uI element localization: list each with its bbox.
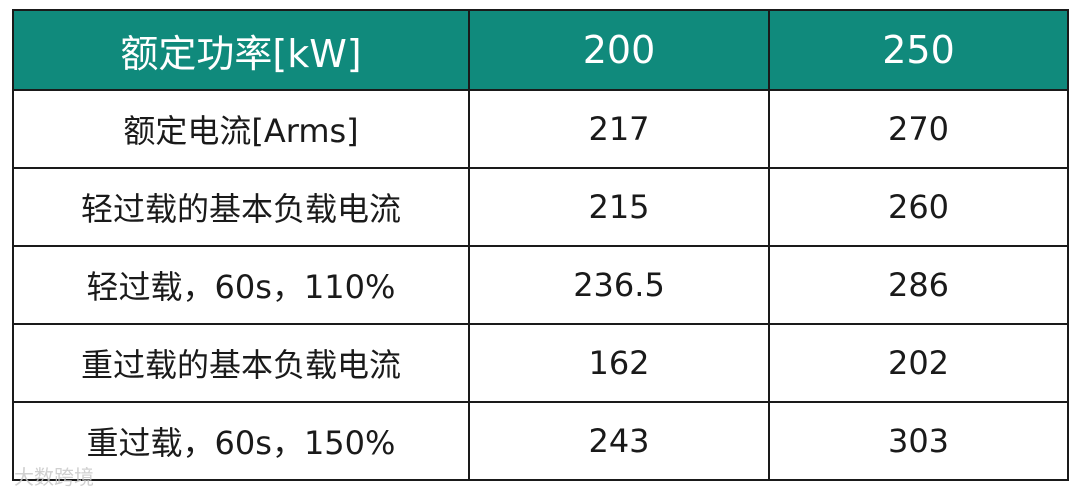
table-cell: 243 (468, 401, 770, 481)
header-cell: 额定功率[kW] (12, 9, 470, 91)
table-cell: 217 (468, 89, 770, 169)
table-cell: 215 (468, 167, 770, 247)
header-row: 额定功率[kW] 200 250 (12, 9, 1069, 91)
table-cell: 303 (768, 401, 1069, 481)
table-cell: 轻过载的基本负载电流 (12, 167, 470, 247)
table-cell: 重过载的基本负载电流 (12, 323, 470, 403)
table-row: 额定电流[Arms] 217 270 (12, 89, 1069, 169)
table-cell: 162 (468, 323, 770, 403)
table-cell: 轻过载，60s，110% (12, 245, 470, 325)
table-row: 重过载的基本负载电流 162 202 (12, 323, 1069, 403)
header-cell: 250 (768, 9, 1069, 91)
table-cell: 270 (768, 89, 1069, 169)
spec-table: 额定功率[kW] 200 250 额定电流[Arms] 217 270 轻过载的基本负载电… (12, 9, 1069, 481)
table-row: 轻过载，60s，110% 236.5 286 (12, 245, 1069, 325)
table-cell: 202 (768, 323, 1069, 403)
table-cell: 236.5 (468, 245, 770, 325)
table-cell: 260 (768, 167, 1069, 247)
table-cell: 额定电流[Arms] (12, 89, 470, 169)
table-cell: 重过载，60s，150% (12, 401, 470, 481)
table-cell: 286 (768, 245, 1069, 325)
header-cell: 200 (468, 9, 770, 91)
table-row: 轻过载的基本负载电流 215 260 (12, 167, 1069, 247)
watermark: 大数跨境 (14, 465, 94, 489)
table-row: 重过载，60s，150% 243 303 (12, 401, 1069, 481)
